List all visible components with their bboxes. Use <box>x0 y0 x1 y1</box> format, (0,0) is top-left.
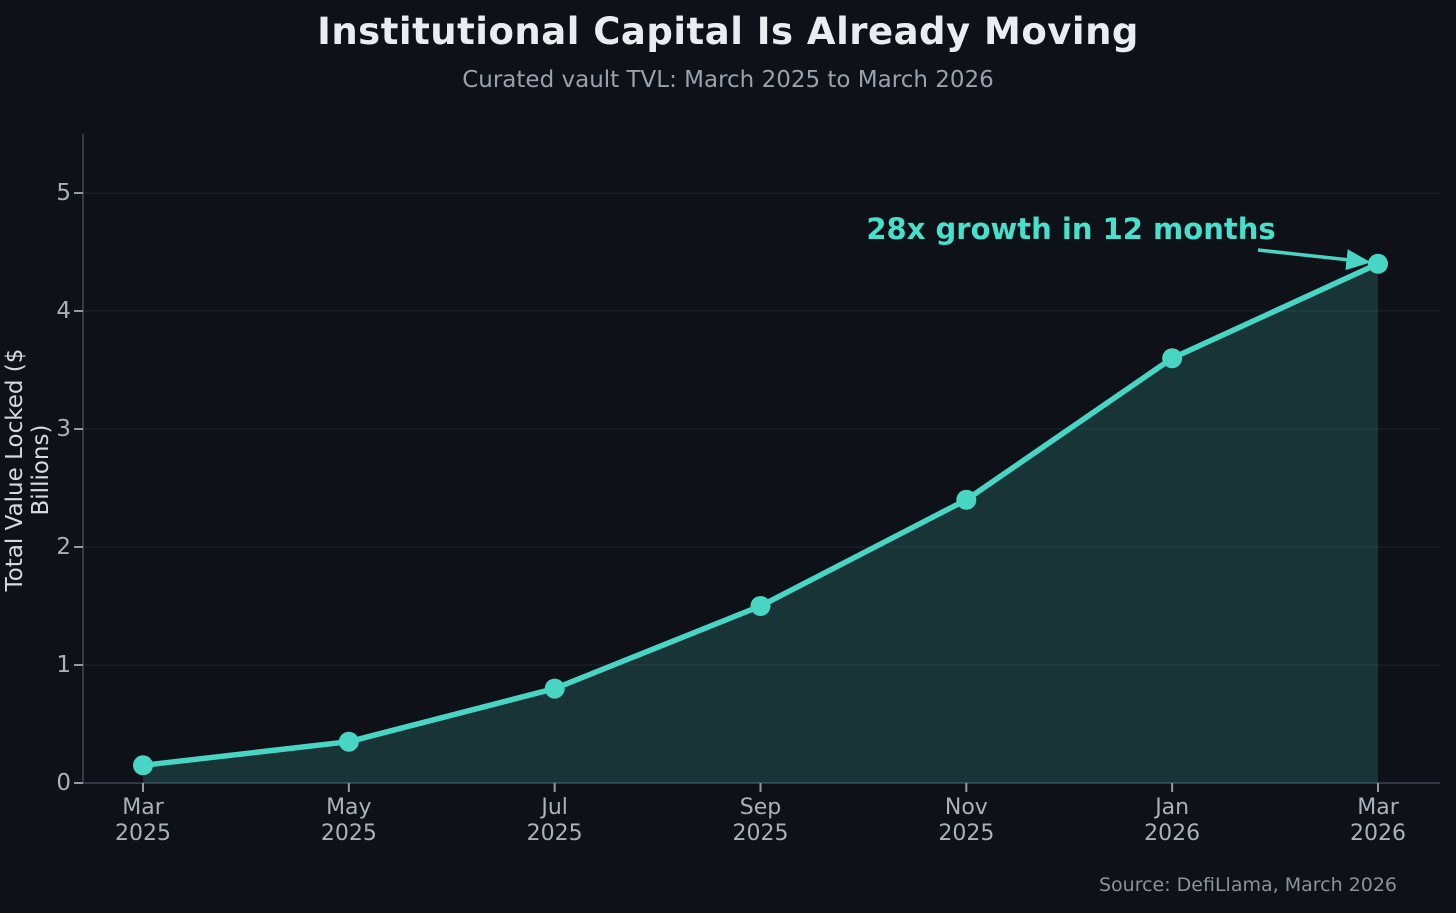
x-tick-label: Jul 2025 <box>526 795 583 846</box>
x-tick-label: Nov 2025 <box>938 795 995 846</box>
source-note: Source: DefiLlama, March 2026 <box>1098 874 1398 896</box>
y-tick-label: 3 <box>56 416 71 442</box>
y-tick-label: 0 <box>56 770 71 796</box>
chart-title: Institutional Capital Is Already Moving <box>317 10 1139 53</box>
chart-subtitle: Curated vault TVL: March 2025 to March 2… <box>462 67 994 93</box>
y-tick-label: 1 <box>56 652 71 678</box>
y-tick-label: 4 <box>56 298 71 324</box>
x-tick-label: Sep 2025 <box>732 795 789 846</box>
y-tick-label: 2 <box>56 534 71 560</box>
x-tick-label: Mar 2025 <box>115 795 171 846</box>
growth-annotation: 28x growth in 12 months <box>866 212 1276 246</box>
data-point-marker <box>1162 348 1183 369</box>
x-tick-label: May 2025 <box>320 795 377 846</box>
x-tick-label: Jan 2026 <box>1144 795 1201 846</box>
data-point-marker <box>750 596 771 616</box>
y-tick-label: 5 <box>56 180 71 206</box>
y-axis-label: Total Value Locked ($ Billions) <box>2 348 54 592</box>
data-point-marker <box>338 731 359 752</box>
x-tick-label: Mar 2026 <box>1350 795 1406 846</box>
data-point-marker <box>956 489 977 510</box>
data-point-marker <box>133 755 153 776</box>
data-point-marker <box>1368 253 1388 274</box>
tvl-area-fill <box>143 263 1378 783</box>
data-point-marker <box>544 678 565 699</box>
annotation-arrow <box>1257 248 1371 271</box>
